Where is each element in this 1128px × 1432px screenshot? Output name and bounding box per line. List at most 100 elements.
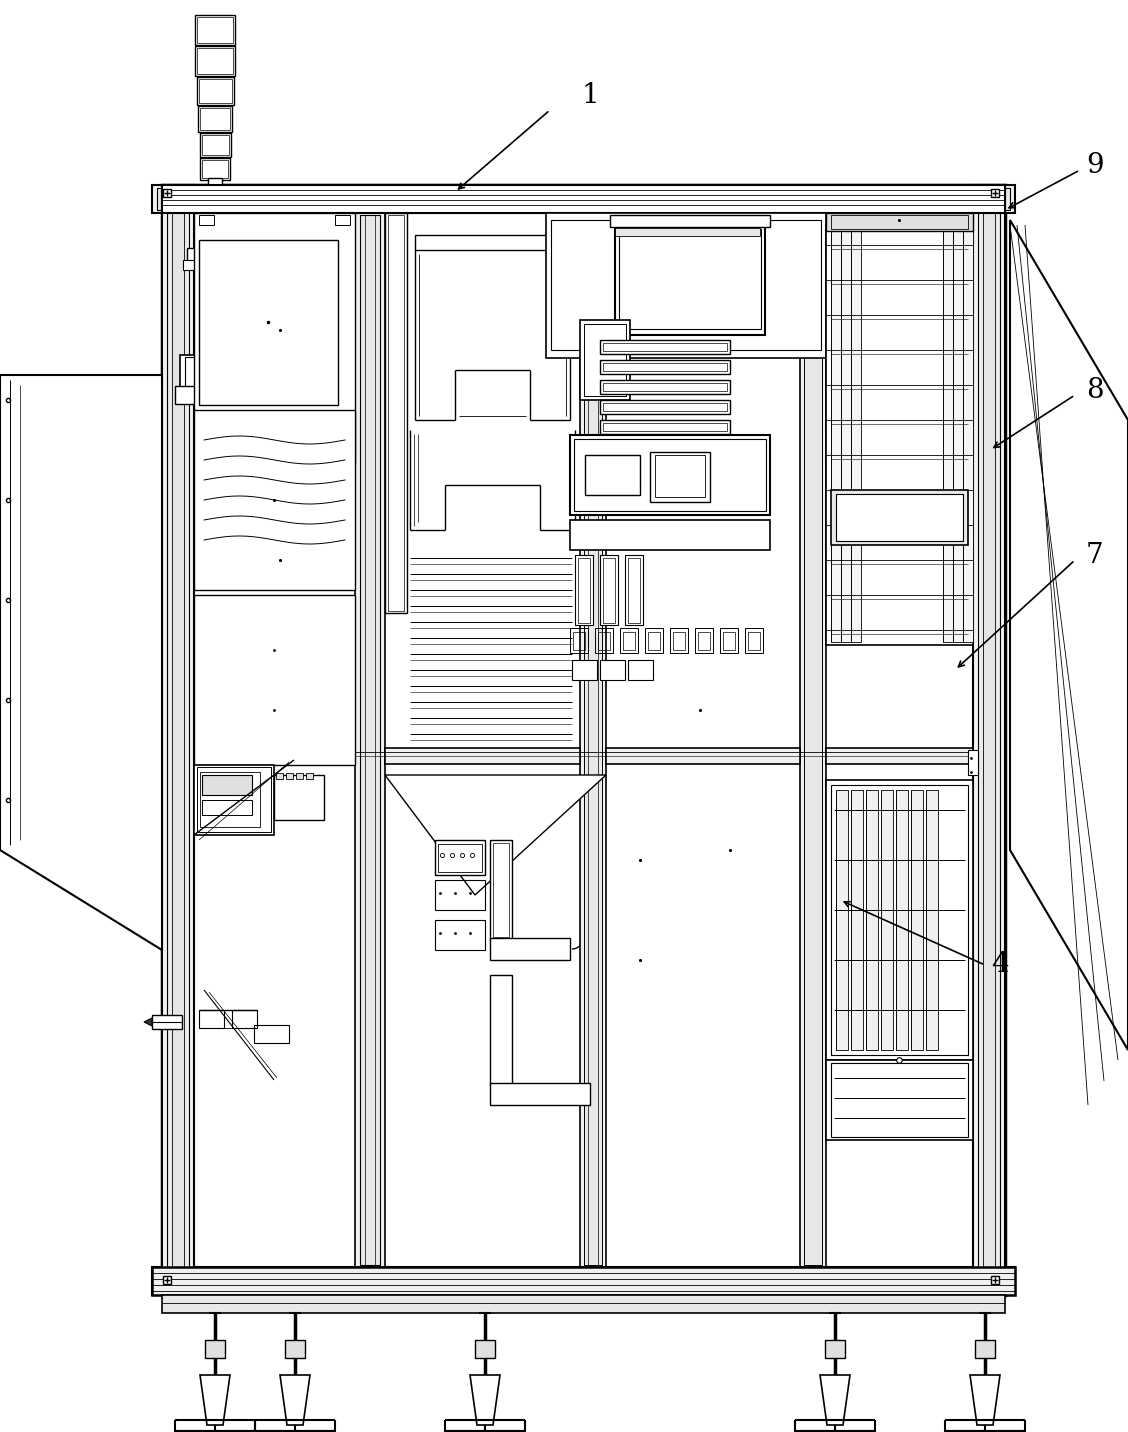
Bar (200, 158, 230, 180)
Bar (603, 558, 615, 623)
Bar (585, 455, 640, 495)
Bar (603, 344, 728, 351)
Ellipse shape (684, 251, 696, 271)
Bar (490, 841, 512, 939)
Ellipse shape (706, 531, 714, 538)
Bar (926, 790, 938, 1050)
Bar (199, 241, 338, 405)
Bar (202, 775, 252, 795)
Bar (287, 773, 293, 779)
Bar (438, 843, 482, 872)
Text: 1: 1 (581, 82, 599, 109)
Bar (202, 800, 252, 815)
Bar (836, 790, 848, 1050)
Ellipse shape (640, 531, 647, 538)
Text: 8: 8 (1086, 377, 1104, 404)
Ellipse shape (209, 388, 221, 397)
Bar (570, 435, 770, 516)
Bar (205, 1340, 224, 1358)
Bar (194, 410, 355, 590)
Bar (195, 221, 235, 251)
Ellipse shape (681, 528, 695, 541)
Bar (254, 1025, 289, 1042)
Bar (851, 790, 863, 1050)
Bar (0, 375, 162, 430)
Ellipse shape (571, 528, 585, 541)
Bar (800, 213, 826, 1267)
Bar (200, 133, 231, 158)
Bar (199, 106, 232, 132)
Bar (187, 248, 243, 262)
Bar (695, 629, 713, 653)
Bar (625, 556, 643, 624)
Bar (185, 357, 245, 387)
Bar (851, 228, 861, 642)
Bar (615, 228, 760, 236)
Polygon shape (970, 1375, 1001, 1425)
Bar (600, 556, 618, 624)
Bar (199, 215, 214, 225)
Bar (804, 215, 822, 1264)
Ellipse shape (714, 251, 726, 271)
Bar (670, 629, 688, 653)
Bar (575, 556, 593, 624)
Bar (162, 1295, 1005, 1313)
Bar (606, 748, 800, 765)
Polygon shape (0, 375, 162, 949)
Bar (615, 225, 765, 335)
Bar (175, 387, 255, 404)
Bar (152, 185, 1015, 213)
Bar (720, 629, 738, 653)
Ellipse shape (654, 251, 666, 271)
Bar (600, 359, 730, 374)
Bar (628, 660, 653, 680)
Bar (896, 790, 908, 1050)
Bar (866, 790, 878, 1050)
Bar (698, 632, 710, 650)
Ellipse shape (659, 528, 673, 541)
Ellipse shape (596, 531, 603, 538)
Bar (975, 1340, 995, 1358)
Bar (826, 1060, 973, 1140)
Bar (831, 1063, 968, 1137)
Polygon shape (1010, 221, 1128, 1050)
Bar (655, 455, 705, 497)
Ellipse shape (574, 531, 582, 538)
Bar (963, 228, 973, 642)
Bar (610, 215, 770, 228)
Text: 9: 9 (1086, 152, 1104, 179)
Bar (475, 1340, 495, 1358)
Ellipse shape (209, 670, 340, 730)
Bar (152, 1267, 1015, 1295)
Bar (600, 400, 730, 414)
Ellipse shape (637, 528, 651, 541)
Bar (841, 228, 851, 642)
Bar (570, 520, 770, 550)
Bar (5, 378, 157, 425)
Bar (968, 750, 978, 775)
Bar (826, 213, 973, 231)
Ellipse shape (684, 531, 691, 538)
Bar (197, 77, 233, 105)
Polygon shape (820, 1375, 851, 1425)
Bar (296, 773, 303, 779)
Bar (600, 660, 625, 680)
Ellipse shape (27, 400, 43, 415)
Bar (194, 748, 355, 765)
Ellipse shape (624, 251, 636, 271)
Bar (435, 841, 485, 875)
Bar (208, 178, 222, 233)
Bar (197, 17, 233, 43)
Bar (201, 262, 229, 357)
Polygon shape (144, 1018, 152, 1025)
Bar (385, 213, 407, 613)
Bar (167, 190, 190, 1290)
Bar (162, 185, 1005, 213)
Bar (600, 420, 730, 434)
Bar (598, 632, 610, 650)
Ellipse shape (728, 531, 735, 538)
Ellipse shape (750, 531, 758, 538)
Ellipse shape (703, 528, 717, 541)
Bar (194, 765, 274, 835)
Bar (978, 190, 1001, 1290)
